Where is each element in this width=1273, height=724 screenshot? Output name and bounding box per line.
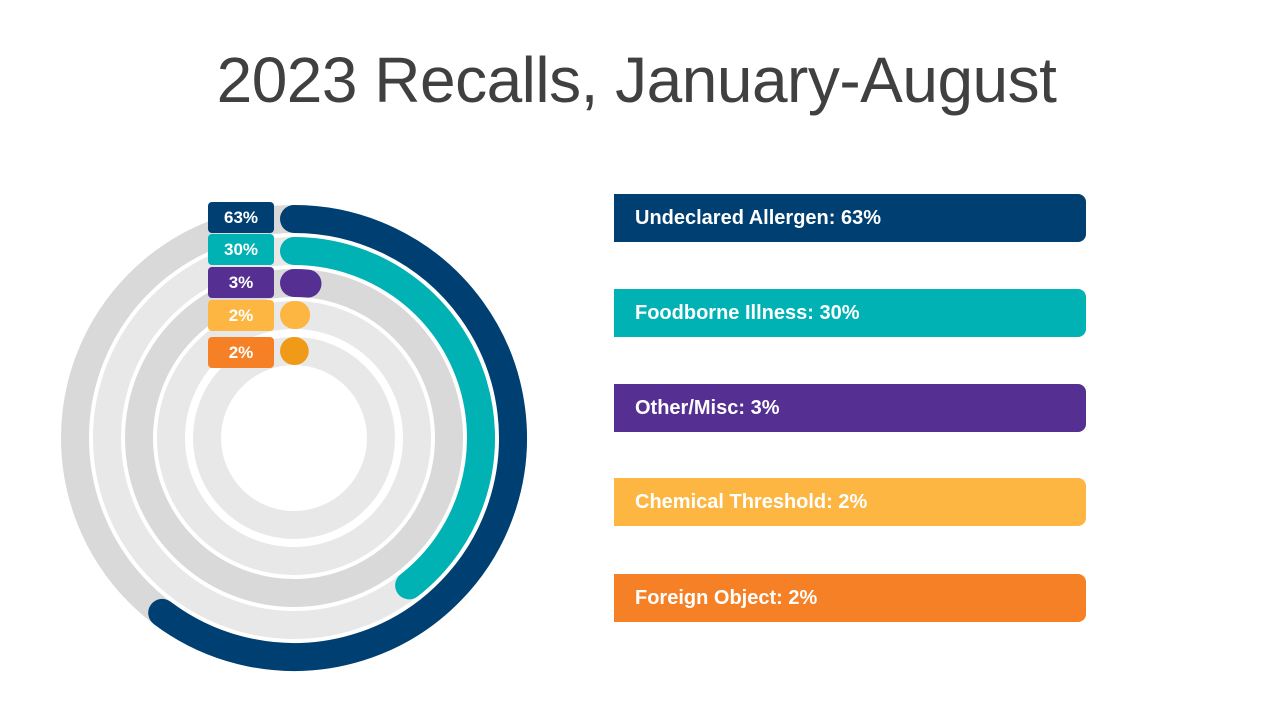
legend-item-other-misc: Other/Misc: 3% [614,384,1086,432]
ring-arc-foodborne-illness [280,237,495,600]
value-label-foodborne-illness: 30% [208,234,274,265]
value-label-foreign-object: 2% [208,337,274,368]
value-label-undeclared-allergen: 63% [208,202,274,233]
ring-arc-other-misc [280,269,322,298]
value-label-chemical-threshold: 2% [208,300,274,331]
ring-arc-undeclared-allergen [148,205,527,671]
value-label-other-misc: 3% [208,267,274,298]
legend-item-foodborne-illness: Foodborne Illness: 30% [614,289,1086,337]
ring-track-other-misc [125,269,463,607]
legend-item-foreign-object: Foreign Object: 2% [614,574,1086,622]
chart-title: 2023 Recalls, January-August [216,44,1057,116]
legend-item-undeclared-allergen: Undeclared Allergen: 63% [614,194,1086,242]
legend-item-chemical-threshold: Chemical Threshold: 2% [614,478,1086,526]
ring-track-foreign-object [193,337,395,539]
ring-arcs [148,205,527,671]
